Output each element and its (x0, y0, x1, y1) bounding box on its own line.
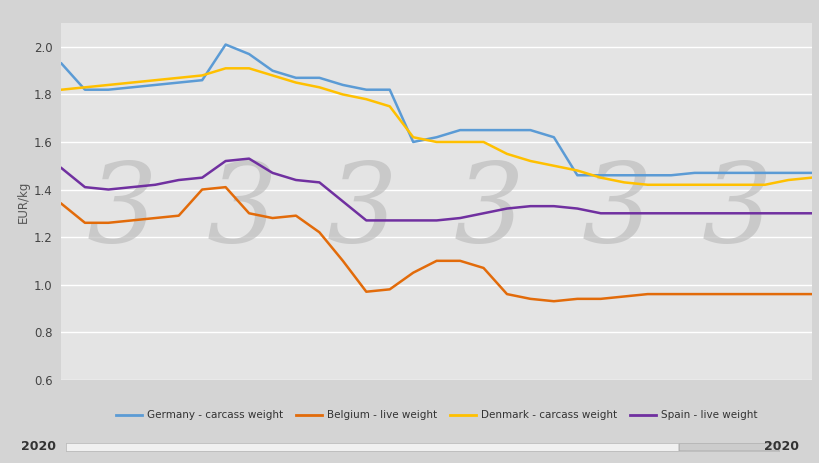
Text: 3: 3 (581, 158, 651, 266)
Text: 2020: 2020 (763, 440, 799, 453)
FancyBboxPatch shape (678, 444, 778, 451)
Legend: Germany - carcass weight, Belgium - live weight, Denmark - carcass weight, Spain: Germany - carcass weight, Belgium - live… (111, 406, 761, 425)
Text: 3: 3 (86, 158, 156, 266)
Text: 2020: 2020 (20, 440, 56, 453)
Text: 3: 3 (700, 158, 771, 266)
Text: 3: 3 (206, 158, 277, 266)
Y-axis label: EUR/kg: EUR/kg (16, 180, 29, 223)
Text: 3: 3 (453, 158, 524, 266)
Text: 3: 3 (326, 158, 396, 266)
